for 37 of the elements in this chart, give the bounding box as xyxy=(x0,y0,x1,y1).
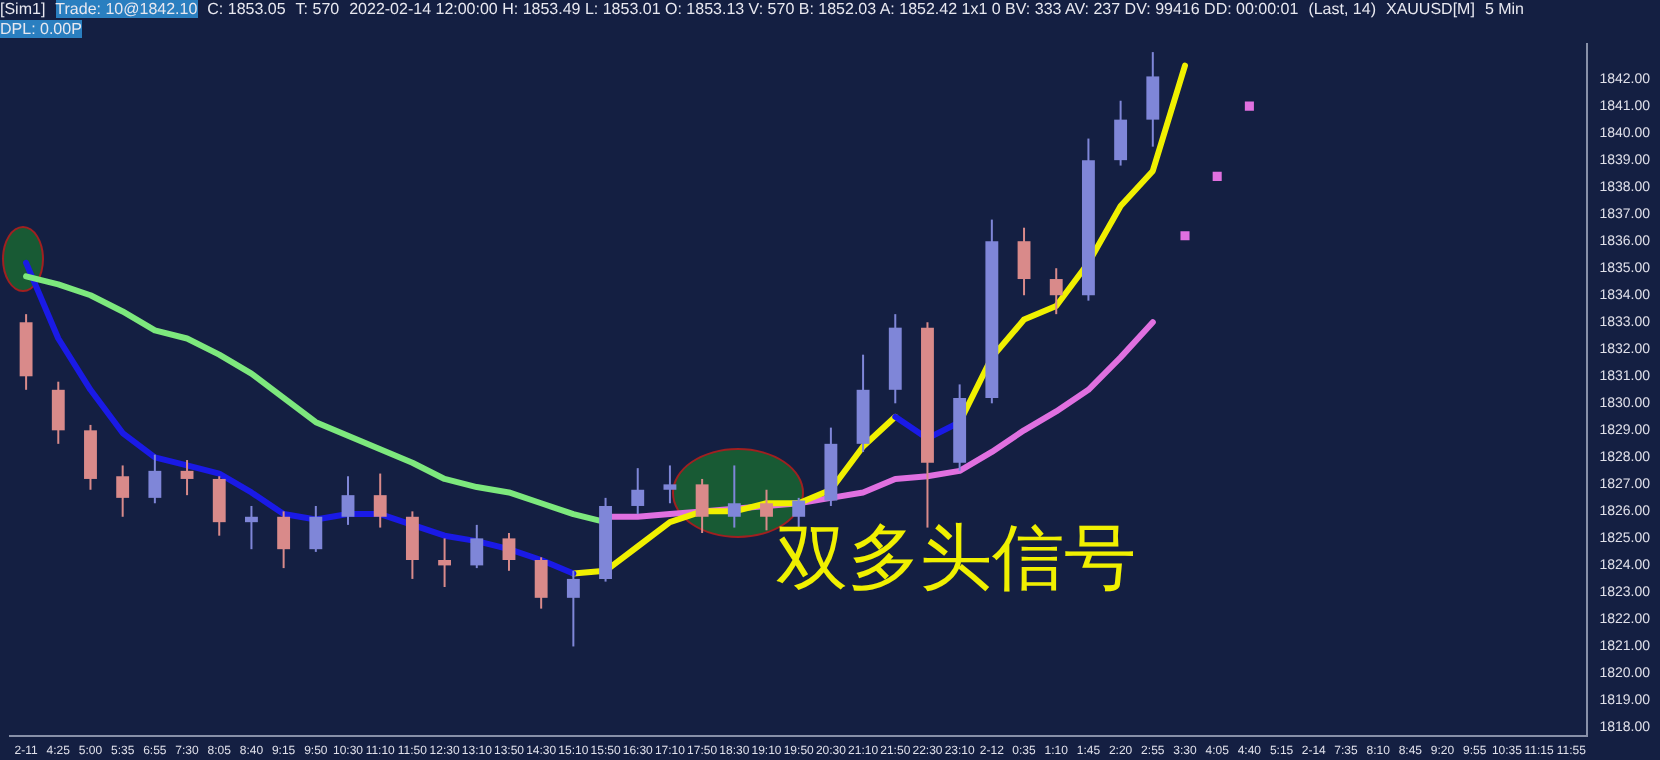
text: C: 1853.05 xyxy=(207,0,286,18)
candlestick xyxy=(438,537,452,589)
candlestick xyxy=(341,475,355,526)
candlestick xyxy=(245,504,258,551)
chart-title: XAUUSD[M] xyxy=(1385,0,1475,18)
candlestick xyxy=(212,475,226,537)
candlestick xyxy=(180,459,194,497)
text: (Last, 14) xyxy=(1308,0,1376,18)
candlestick xyxy=(373,472,387,529)
text: [Sim1] xyxy=(0,0,46,18)
candlestick xyxy=(277,510,291,570)
text: DPL: 0.00P xyxy=(0,20,82,38)
candlestick xyxy=(631,467,645,516)
text: 2022-02-14 12:00:00 H: 1853.49 L: 1853.01 O: 1853.13 V: 570 B: 1852.03 A: 1852.42 1x1 0 BV: 333 AV: 237 DV: 99416 DD: 00:00:01 xyxy=(349,0,1299,18)
point xyxy=(1180,231,1190,241)
candlestick xyxy=(405,510,419,580)
candlestick xyxy=(51,380,65,445)
candlestick xyxy=(116,464,130,518)
candlestick xyxy=(502,531,516,572)
candlestick xyxy=(566,569,580,648)
candlestick xyxy=(727,464,741,529)
chart-subtitle: 5 Min xyxy=(1484,0,1524,18)
annotation: 双多头信号 xyxy=(776,516,1136,604)
candlestick xyxy=(695,477,709,534)
candlestick xyxy=(663,464,677,505)
candlestick xyxy=(1017,226,1031,297)
candlestick xyxy=(1114,99,1128,167)
candlestick xyxy=(148,453,162,505)
point xyxy=(1212,171,1222,181)
candlestick xyxy=(534,556,548,610)
point xyxy=(1244,101,1254,111)
candlestick xyxy=(470,523,484,570)
candlestick xyxy=(309,504,323,553)
candlestick xyxy=(1146,51,1160,148)
candlestick xyxy=(1049,267,1063,316)
text: T: 570 xyxy=(295,0,340,18)
candlestick xyxy=(760,488,773,532)
